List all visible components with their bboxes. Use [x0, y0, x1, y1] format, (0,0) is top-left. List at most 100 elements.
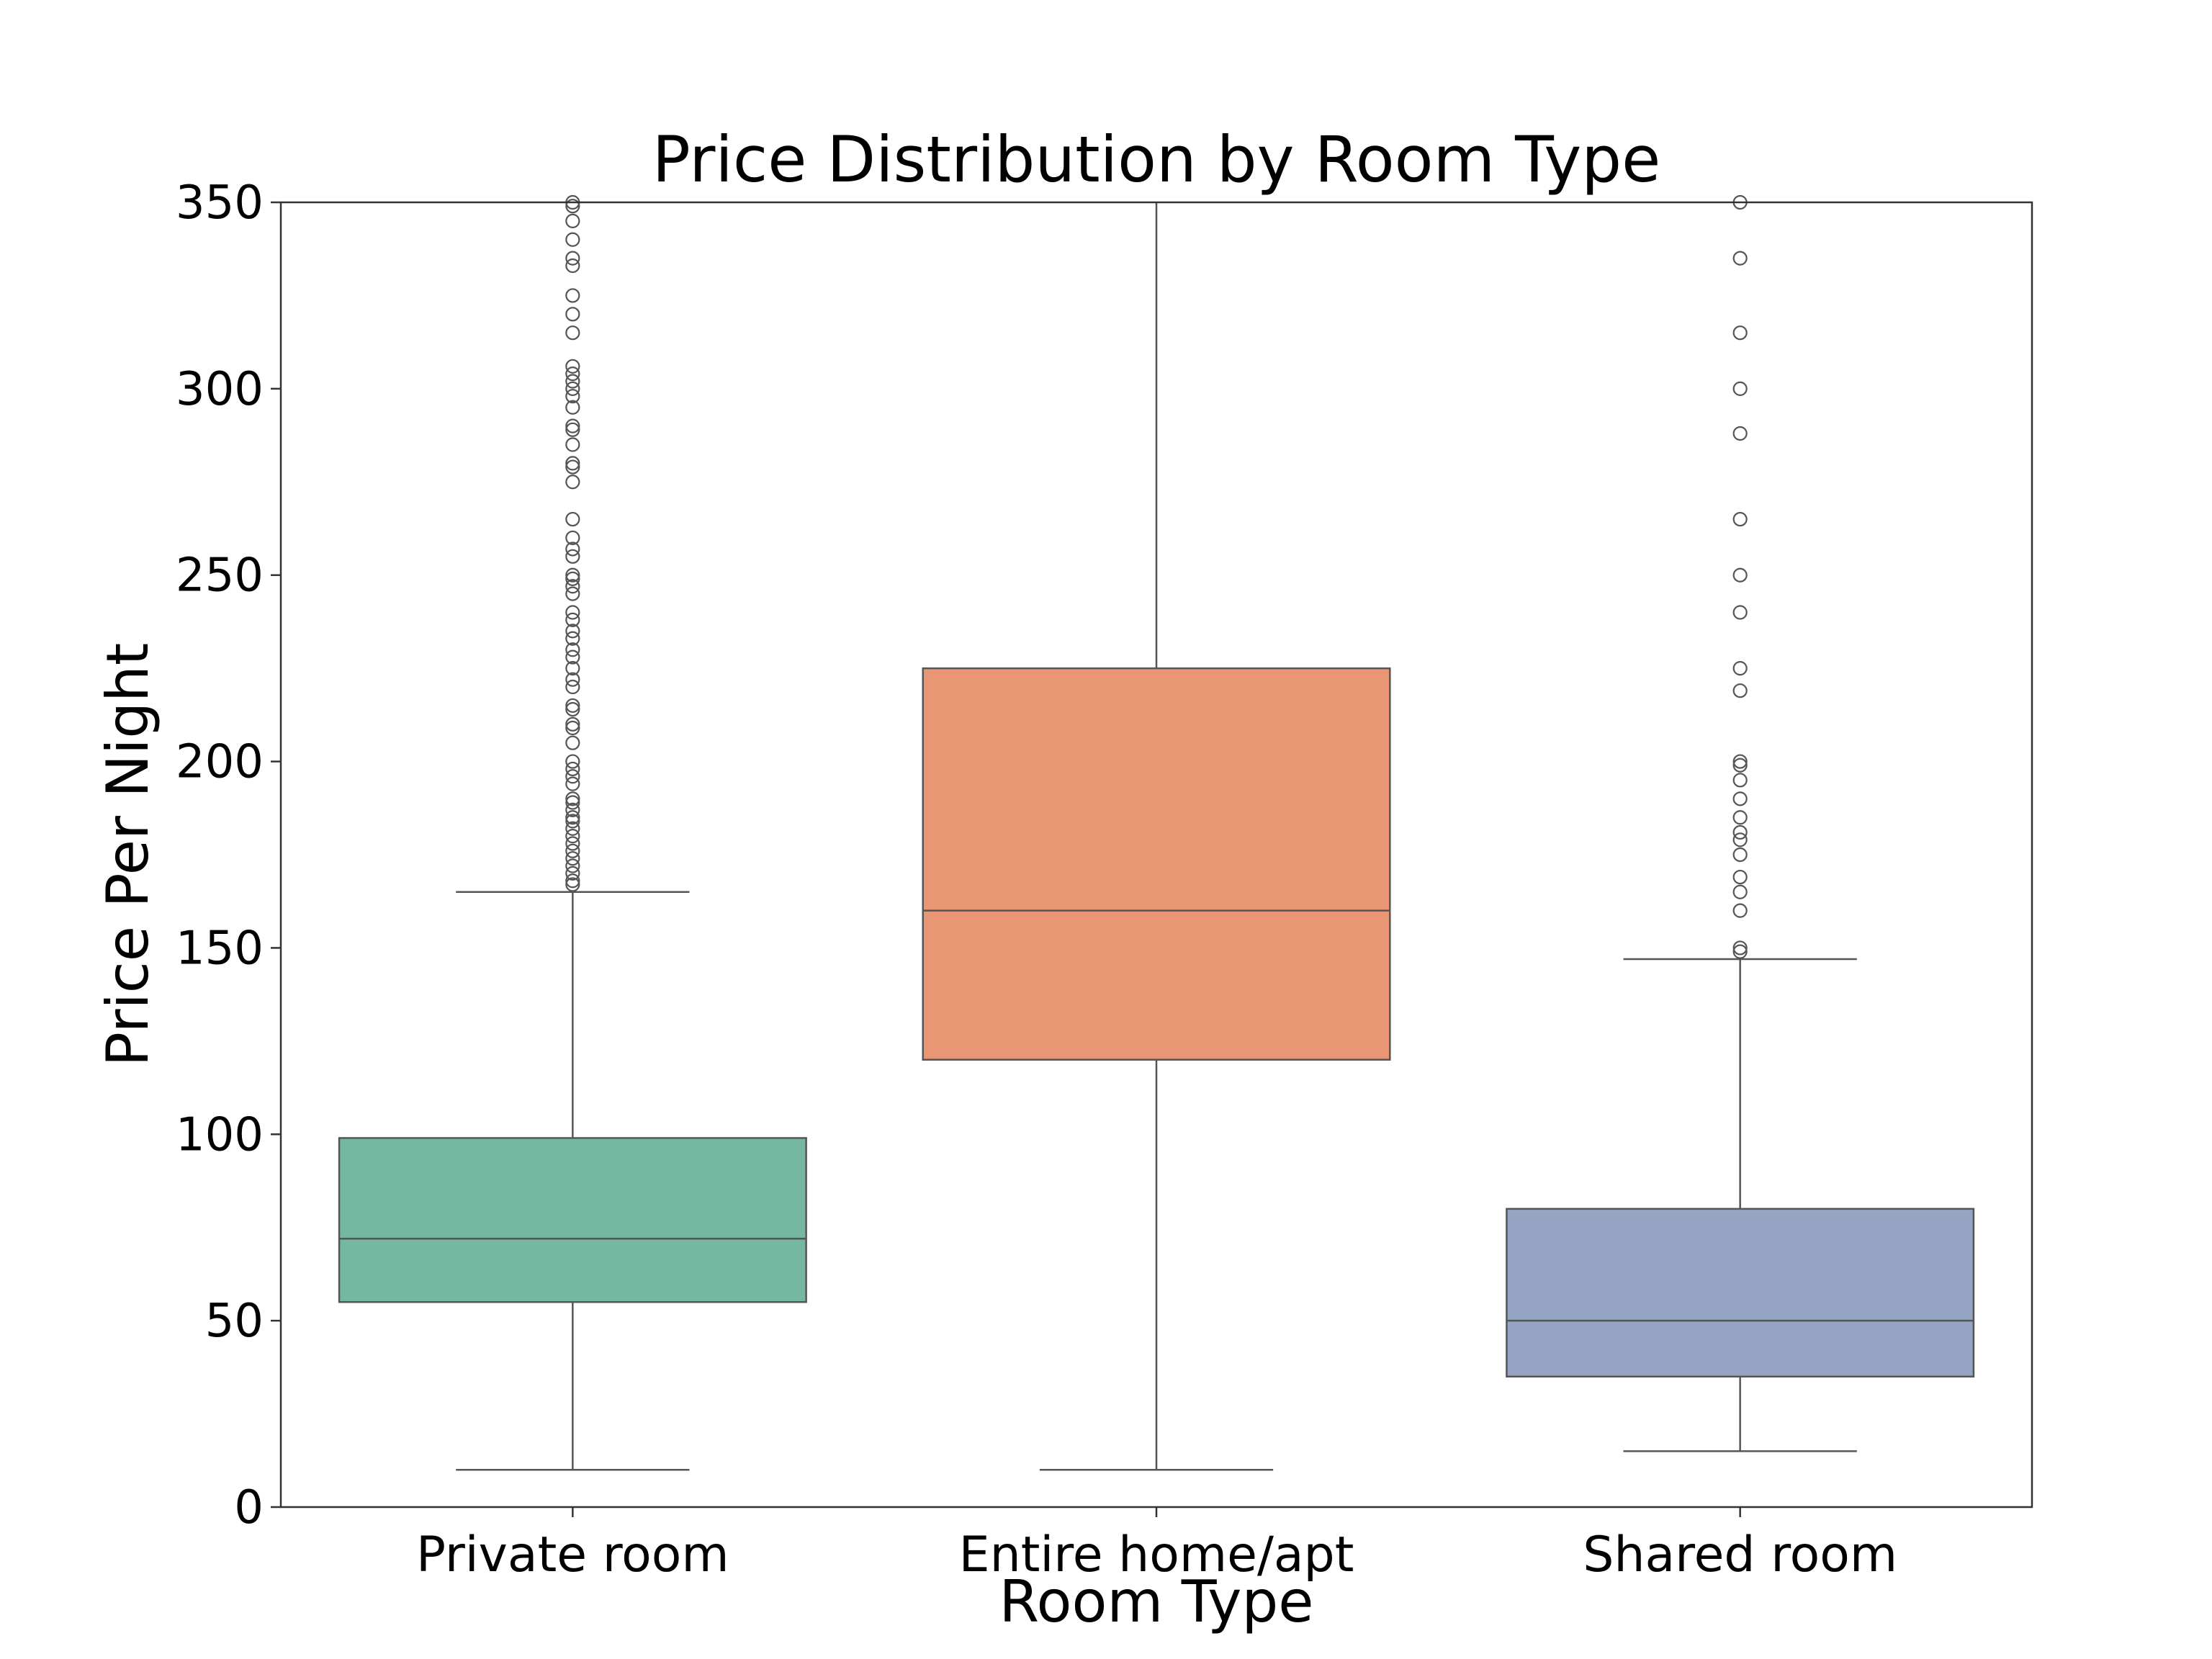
- outlier-point: [565, 791, 580, 806]
- plot-area: [338, 194, 1975, 1471]
- chart-title: Price Distribution by Room Type: [652, 122, 1661, 197]
- outlier-point: [565, 649, 580, 665]
- outlier-point: [1732, 940, 1748, 956]
- outlier-point: [565, 571, 580, 586]
- outlier-point: [565, 810, 580, 825]
- outlier-point: [565, 624, 580, 639]
- outlier-point: [565, 754, 580, 769]
- outlier-point: [565, 437, 580, 452]
- outlier-point: [565, 530, 580, 546]
- box-group-shared-room: [1506, 194, 1975, 1452]
- outlier-point: [565, 679, 580, 695]
- outlier-point: [1732, 944, 1748, 959]
- outlier-point: [565, 307, 580, 322]
- outlier-point: [565, 843, 580, 858]
- outlier-point: [565, 716, 580, 732]
- outlier-point: [1732, 884, 1748, 899]
- outlier-point: [565, 829, 580, 844]
- y-tick-label: 150: [176, 922, 264, 975]
- y-tick-label: 200: [176, 736, 264, 789]
- outlier-point: [565, 567, 580, 583]
- outlier-point: [1732, 661, 1748, 676]
- x-axis-category-labels: Private room Entire home/apt Shared room: [416, 1507, 1897, 1583]
- y-axis-title: Price Per Night: [94, 643, 161, 1066]
- outlier-point: [565, 877, 580, 892]
- x-tick-label: Private room: [416, 1527, 729, 1583]
- outlier-point: [565, 858, 580, 873]
- outlier-point: [565, 422, 580, 437]
- outlier-point: [1732, 791, 1748, 806]
- y-tick-label: 0: [234, 1481, 264, 1534]
- outlier-point: [1732, 847, 1748, 863]
- outlier-point: [565, 873, 580, 889]
- outlier-point: [1732, 869, 1748, 885]
- outlier-point: [565, 866, 580, 881]
- outlier-point: [565, 735, 580, 750]
- outlier-point: [565, 661, 580, 676]
- outlier-point: [565, 258, 580, 274]
- outlier-point: [565, 720, 580, 736]
- iqr-box: [922, 667, 1391, 1061]
- outlier-point: [565, 459, 580, 475]
- outlier-point: [565, 631, 580, 646]
- outlier-point: [1732, 810, 1748, 825]
- outlier-point: [1732, 683, 1748, 698]
- outlier-point: [565, 795, 580, 810]
- outlier-point: [565, 586, 580, 601]
- y-tick-label: 50: [205, 1295, 264, 1348]
- iqr-box: [1506, 1208, 1975, 1378]
- outlier-point: [565, 698, 580, 714]
- box-group-entire-home-apt: [922, 202, 1391, 1471]
- outlier-point: [565, 814, 580, 829]
- box-group-private-room: [338, 194, 807, 1471]
- outlier-point: [565, 836, 580, 851]
- outlier-point: [565, 701, 580, 717]
- outlier-point: [1732, 251, 1748, 266]
- outlier-point: [565, 381, 580, 396]
- outlier-point: [565, 672, 580, 687]
- outlier-point: [565, 232, 580, 247]
- outlier-point: [565, 549, 580, 564]
- outlier-point: [565, 821, 580, 836]
- outlier-point: [1732, 832, 1748, 848]
- y-axis-ticks: 0 50 100 150 200 250 300 350: [176, 176, 281, 1534]
- x-tick-label: Entire home/apt: [959, 1527, 1354, 1583]
- outlier-point: [565, 761, 580, 777]
- outlier-point: [1732, 754, 1748, 769]
- outlier-point: [565, 851, 580, 866]
- outlier-point: [565, 359, 580, 374]
- outlier-point: [1732, 567, 1748, 583]
- outlier-point: [565, 612, 580, 627]
- outlier-point: [565, 511, 580, 527]
- outlier-point: [565, 475, 580, 490]
- outlier-point: [565, 605, 580, 620]
- outlier-point: [565, 251, 580, 266]
- outlier-point: [565, 213, 580, 228]
- plot-frame: [279, 201, 2033, 1509]
- x-axis-title: Room Type: [999, 1568, 1314, 1635]
- outlier-point: [1732, 773, 1748, 788]
- outlier-point: [565, 456, 580, 471]
- outlier-point: [1732, 511, 1748, 527]
- y-tick-label: 100: [176, 1108, 264, 1161]
- outlier-point: [1732, 426, 1748, 441]
- outlier-point: [1732, 325, 1748, 341]
- outlier-point: [1732, 757, 1748, 773]
- outlier-point: [565, 769, 580, 784]
- outlier-point: [565, 579, 580, 594]
- y-tick-label: 300: [176, 363, 264, 416]
- outlier-point: [1732, 824, 1748, 840]
- outlier-point: [565, 374, 580, 389]
- outlier-point: [565, 325, 580, 341]
- outlier-point: [565, 802, 580, 817]
- iqr-box: [338, 1137, 807, 1303]
- y-tick-label: 250: [176, 549, 264, 603]
- outlier-point: [565, 367, 580, 382]
- outlier-point: [1732, 381, 1748, 396]
- y-tick-label: 350: [176, 176, 264, 230]
- outlier-point: [565, 199, 580, 214]
- x-tick-label: Shared room: [1583, 1527, 1897, 1583]
- outlier-point: [565, 642, 580, 657]
- outlier-point: [565, 418, 580, 433]
